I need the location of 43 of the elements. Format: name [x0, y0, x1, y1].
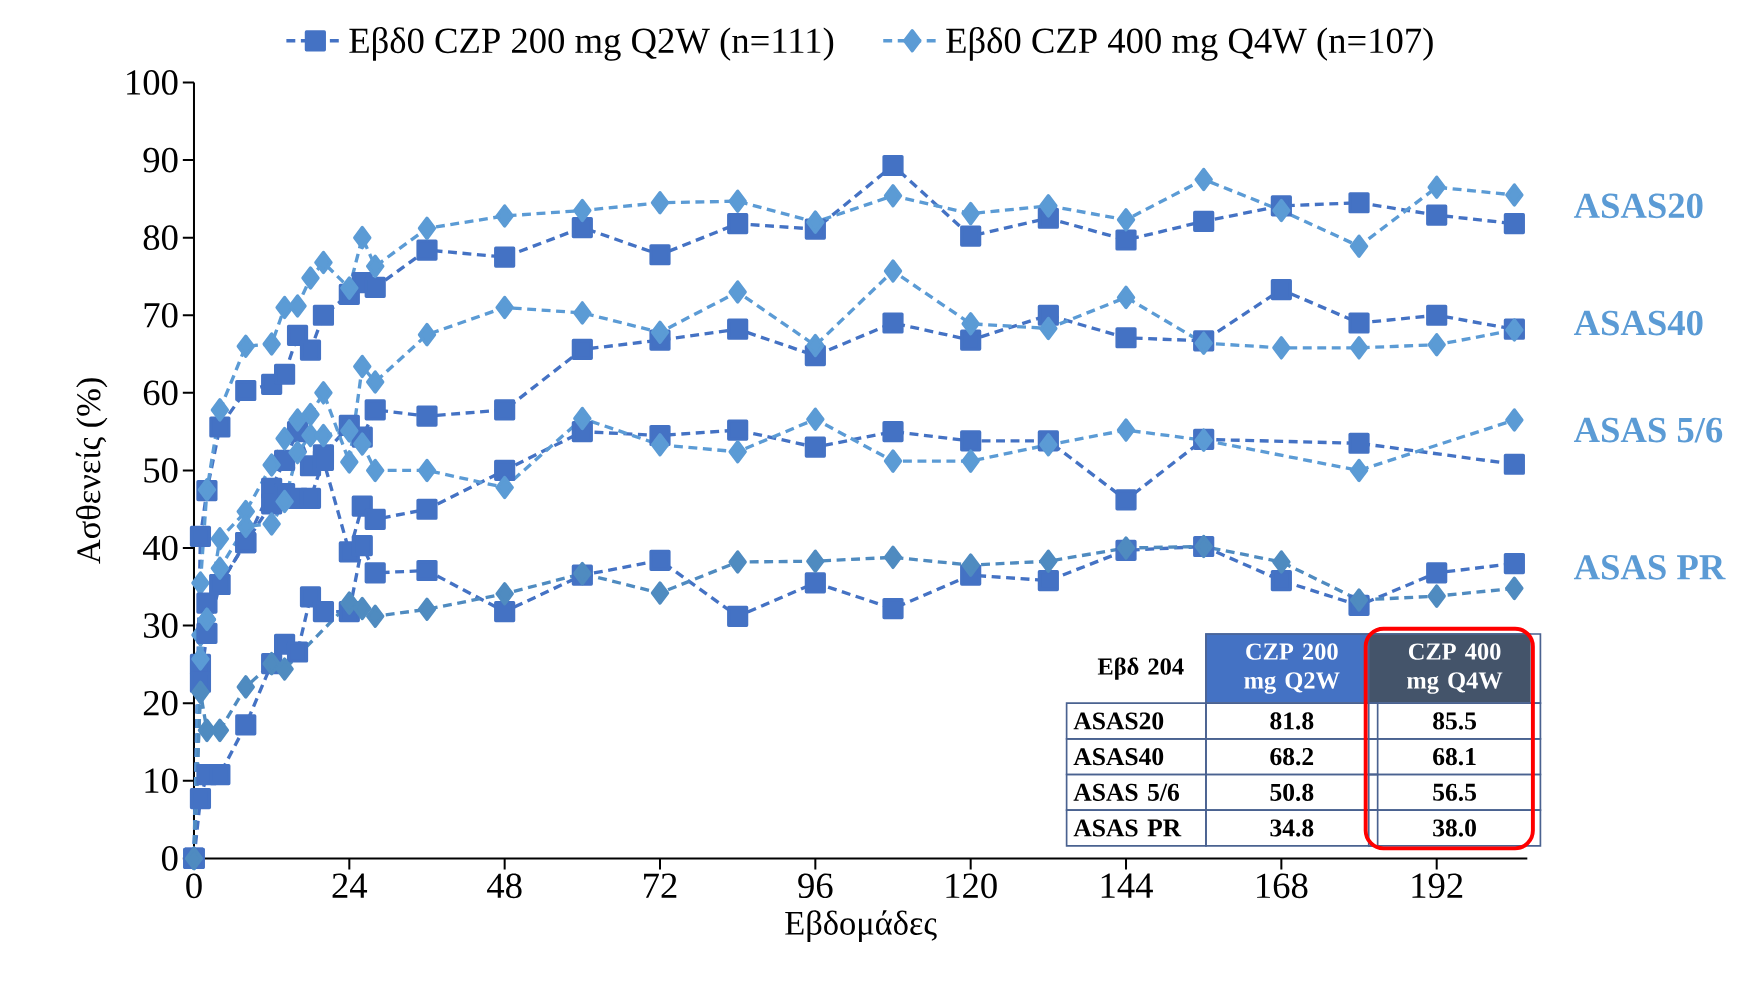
y-tick-label: 20 [143, 690, 178, 716]
legend-label: Εβδ0 CZP 400 mg Q4W (n=107) [946, 27, 1433, 61]
x-tick-label: 24 [332, 873, 368, 898]
text: ASAS40 [1573, 310, 1703, 336]
annotation: 85.5 [1433, 712, 1476, 730]
annotation: ASAS40 [1073, 748, 1164, 766]
x-tick-label: 168 [1257, 873, 1308, 899]
y-tick-label: 60 [143, 380, 178, 406]
y-tick-label: 30 [144, 613, 178, 638]
annotation: 68.2 [1270, 747, 1314, 766]
annotation: CZP 200 mg Q2W [1244, 643, 1340, 694]
x-tick-label: 48 [487, 873, 522, 899]
y-tick-label: 80 [143, 225, 178, 251]
annotation: 34.8 [1270, 819, 1314, 837]
x-tick-label: 192 [1412, 873, 1463, 899]
x-tick-label: 72 [644, 873, 677, 898]
x-axis-title: Εβδομάδες [785, 910, 937, 942]
x-tick-label: 144 [1101, 873, 1153, 898]
x-tick-label: 0 [186, 873, 202, 899]
y-tick-label: 50 [144, 458, 178, 483]
legend-label: Εβδ0 CZP 200 mg Q2W (n=111) [349, 27, 834, 61]
text: ASAS20 [1573, 193, 1703, 219]
annotation: 38.0 [1433, 819, 1476, 837]
annotation: 81.8 [1270, 712, 1314, 730]
annotation: 68.1 [1433, 747, 1476, 766]
text: ASAS PR [1573, 555, 1726, 580]
y-tick-label: 0 [161, 846, 178, 871]
y-tick-label: 10 [145, 768, 178, 794]
annotation: Εβδ 204 [1097, 657, 1184, 680]
annotation: 56.5 [1433, 783, 1476, 801]
x-tick-label: 96 [798, 873, 833, 899]
annotation: 50.8 [1270, 783, 1314, 801]
annotation: ASAS PR [1073, 819, 1182, 837]
text: ASAS 5/6 [1573, 417, 1723, 443]
annotation: CZP 400 mg Q4W [1407, 643, 1503, 694]
y-tick-label: 100 [127, 70, 178, 95]
y-tick-label: 90 [143, 147, 178, 173]
annotation: ASAS20 [1073, 712, 1164, 730]
y-axis-title: Ασθενείς (%) [75, 378, 108, 564]
y-tick-label: 70 [144, 302, 178, 328]
annotation: ASAS 5/6 [1073, 783, 1180, 801]
y-tick-label: 40 [142, 535, 178, 561]
x-tick-label: 120 [946, 873, 997, 899]
